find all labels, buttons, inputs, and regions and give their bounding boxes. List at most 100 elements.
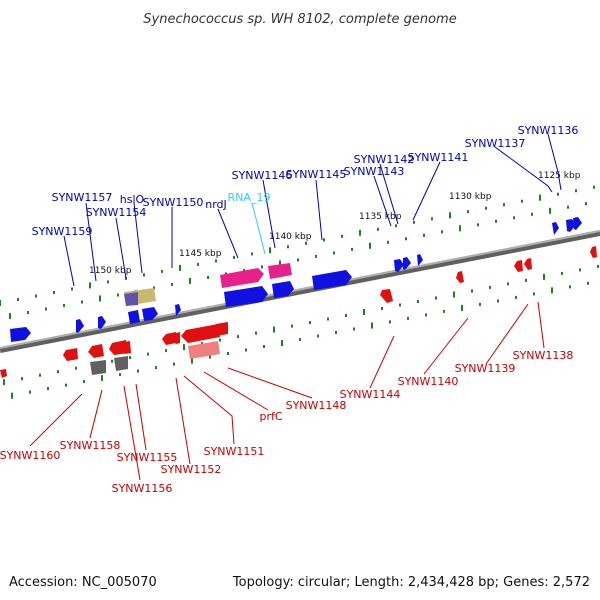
reverse-label-leaders bbox=[29, 301, 545, 481]
gene-label[interactable]: SYNW1137 bbox=[465, 137, 526, 150]
gene-label[interactable]: SYNW1144 bbox=[340, 388, 401, 401]
leader-line bbox=[315, 179, 323, 241]
genome-title: Synechococcus sp. WH 8102, complete geno… bbox=[143, 12, 456, 27]
gene-label[interactable]: SYNW1154 bbox=[86, 206, 147, 219]
genome-backbone bbox=[0, 230, 600, 353]
forward-gene[interactable] bbox=[10, 327, 31, 342]
leader-line bbox=[203, 371, 269, 411]
reverse-gene[interactable] bbox=[69, 348, 78, 360]
leader-line bbox=[183, 375, 235, 445]
gene-label[interactable]: SYNW1155 bbox=[117, 451, 178, 464]
leader-line bbox=[89, 389, 103, 439]
reverse-gene[interactable] bbox=[121, 341, 131, 354]
inner-forward-tick-track bbox=[9, 202, 587, 320]
leader-line bbox=[537, 301, 545, 349]
leader-line bbox=[227, 367, 313, 399]
rna-gene-label[interactable]: RNA_19 bbox=[228, 191, 271, 204]
forward-gene[interactable] bbox=[573, 217, 582, 230]
leader-line bbox=[85, 202, 97, 282]
reverse-gene[interactable] bbox=[212, 322, 228, 336]
gene-label[interactable]: SYNW1143 bbox=[344, 165, 405, 178]
prfC-gene[interactable] bbox=[188, 341, 220, 359]
gene-label[interactable]: SYNW1159 bbox=[32, 225, 93, 238]
scale-label: 1135 kbp bbox=[359, 212, 402, 222]
forward-gene[interactable] bbox=[394, 259, 404, 272]
gene-label[interactable]: SYNW1146 bbox=[232, 169, 293, 182]
reverse-tick-track bbox=[3, 264, 599, 386]
leader-line bbox=[135, 383, 147, 451]
scale-label: 1140 kbp bbox=[269, 232, 312, 242]
gene-label[interactable]: hslO bbox=[120, 193, 145, 206]
leader-line bbox=[217, 208, 239, 259]
gene-label[interactable]: nrdJ bbox=[205, 198, 227, 211]
gene-label[interactable]: SYNW1157 bbox=[52, 191, 113, 204]
reverse-gene[interactable] bbox=[172, 332, 180, 344]
gene-label[interactable]: SYNW1141 bbox=[408, 151, 469, 164]
forward-gene[interactable] bbox=[124, 292, 138, 306]
forward-gene[interactable] bbox=[128, 310, 140, 324]
gene-label[interactable]: SYNW1142 bbox=[354, 153, 415, 166]
leader-line bbox=[423, 317, 469, 375]
forward-gene-labels: SYNW1136 SYNW1137 SYNW1141 SYNW1142 SYNW… bbox=[32, 124, 579, 238]
reverse-gene-labels: SYNW1138 SYNW1139 SYNW1140 SYNW1144 SYNW… bbox=[0, 349, 573, 495]
forward-gene[interactable] bbox=[403, 257, 411, 270]
forward-gene[interactable] bbox=[76, 319, 84, 333]
leader-line bbox=[29, 393, 83, 447]
reverse-gene[interactable] bbox=[590, 246, 597, 258]
forward-gene[interactable] bbox=[272, 281, 294, 298]
leader-line bbox=[379, 163, 399, 225]
gene-label[interactable]: SYNW1151 bbox=[204, 445, 265, 458]
leader-line bbox=[494, 146, 553, 193]
reverse-gene[interactable] bbox=[514, 260, 523, 272]
gene-label[interactable]: SYNW1136 bbox=[518, 124, 579, 137]
reverse-gene[interactable] bbox=[380, 289, 393, 303]
scale-labels: 1125 kbp 1130 kbp 1135 kbp 1140 kbp 1145… bbox=[89, 171, 581, 276]
leader-line bbox=[133, 202, 143, 274]
forward-label-leaders bbox=[63, 133, 562, 287]
gene-label[interactable]: SYNW1140 bbox=[398, 375, 459, 388]
forward-gene[interactable] bbox=[417, 254, 423, 266]
reverse-gene[interactable] bbox=[181, 324, 220, 343]
leader-line bbox=[412, 161, 441, 221]
accession-text: Accession: NC_005070 bbox=[9, 575, 157, 590]
gene-label[interactable]: SYNW1152 bbox=[161, 463, 222, 476]
reverse-gene[interactable] bbox=[162, 332, 176, 345]
reverse-outer-tick-track bbox=[11, 281, 589, 399]
forward-gene[interactable] bbox=[175, 304, 181, 316]
hypothetical-gene[interactable] bbox=[90, 360, 106, 375]
reverse-gene[interactable] bbox=[88, 344, 104, 358]
gene-label[interactable]: SYNW1150 bbox=[143, 196, 204, 209]
reverse-genes bbox=[0, 246, 597, 378]
leader-line bbox=[115, 217, 127, 279]
reverse-gene[interactable] bbox=[0, 369, 7, 378]
gene-label[interactable]: SYNW1158 bbox=[60, 439, 121, 452]
gene-label[interactable]: SYNW1160 bbox=[0, 449, 60, 462]
backbone-line bbox=[0, 230, 600, 353]
gene-label[interactable]: prfC bbox=[259, 410, 282, 423]
gene-label[interactable]: SYNW1145 bbox=[286, 168, 347, 181]
forward-gene[interactable] bbox=[142, 307, 158, 321]
gene-label[interactable]: SYNW1156 bbox=[112, 482, 173, 495]
forward-gene[interactable] bbox=[224, 286, 268, 307]
leader-line bbox=[369, 335, 395, 389]
rna-gene[interactable] bbox=[220, 268, 264, 288]
forward-gene[interactable] bbox=[98, 316, 106, 329]
gene-label[interactable]: SYNW1148 bbox=[286, 399, 347, 412]
forward-gene[interactable] bbox=[552, 222, 559, 235]
leader-line bbox=[373, 175, 392, 227]
scale-label: 1150 kbp bbox=[89, 266, 132, 276]
tick-track bbox=[0, 185, 599, 399]
leader-line bbox=[63, 235, 75, 287]
forward-genes bbox=[10, 217, 582, 342]
genome-summary-text: Topology: circular; Length: 2,434,428 bp… bbox=[232, 575, 590, 590]
reverse-gene[interactable] bbox=[524, 258, 532, 270]
scale-label: 1125 kbp bbox=[538, 171, 581, 181]
reverse-gene[interactable] bbox=[456, 271, 464, 283]
rna-gene[interactable] bbox=[268, 263, 292, 279]
forward-gene[interactable] bbox=[312, 270, 352, 290]
gene-label[interactable]: SYNW1138 bbox=[513, 349, 574, 362]
gene-label[interactable]: SYNW1139 bbox=[455, 362, 516, 375]
hypothetical-gene[interactable] bbox=[114, 356, 128, 371]
